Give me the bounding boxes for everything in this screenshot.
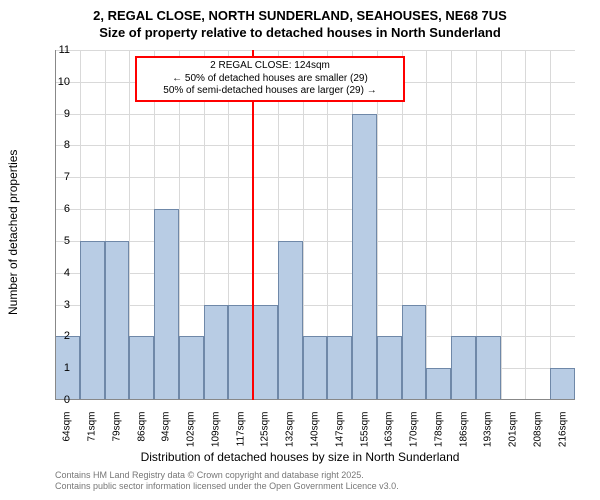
gridline-h — [55, 177, 575, 178]
histogram-bar — [253, 305, 278, 400]
histogram-bar — [476, 336, 501, 400]
x-tick-label: 186sqm — [458, 412, 469, 462]
gridline-v — [550, 50, 551, 400]
gridline-h — [55, 50, 575, 51]
y-tick-label: 2 — [40, 330, 70, 342]
x-tick-label: 94sqm — [161, 412, 172, 462]
histogram-bar — [204, 305, 229, 400]
y-tick-label: 8 — [40, 139, 70, 151]
histogram-bar — [105, 241, 130, 400]
x-tick-label: 178sqm — [433, 412, 444, 462]
marker-line — [252, 50, 254, 400]
x-tick-label: 170sqm — [409, 412, 420, 462]
gridline-v — [426, 50, 427, 400]
y-tick-label: 5 — [40, 235, 70, 247]
histogram-bar — [402, 305, 427, 400]
y-tick-label: 3 — [40, 299, 70, 311]
gridline-v — [501, 50, 502, 400]
x-tick-label: 117sqm — [235, 412, 246, 462]
y-tick-label: 9 — [40, 108, 70, 120]
histogram-plot: 2 REGAL CLOSE: 124sqm← 50% of detached h… — [55, 50, 575, 400]
y-tick-label: 1 — [40, 362, 70, 374]
histogram-bar — [303, 336, 328, 400]
histogram-bar — [426, 368, 451, 400]
gridline-h — [55, 305, 575, 306]
histogram-bar — [129, 336, 154, 400]
histogram-bar — [377, 336, 402, 400]
x-tick-label: 208sqm — [532, 412, 543, 462]
histogram-bar — [451, 336, 476, 400]
gridline-h — [55, 241, 575, 242]
y-tick-label: 11 — [40, 44, 70, 56]
x-tick-label: 201sqm — [508, 412, 519, 462]
x-tick-label: 193sqm — [483, 412, 494, 462]
x-tick-label: 86sqm — [136, 412, 147, 462]
annotation-smaller: ← 50% of detached houses are smaller (29… — [143, 73, 397, 86]
annotation-larger: 50% of semi-detached houses are larger (… — [143, 85, 397, 98]
x-tick-label: 64sqm — [62, 412, 73, 462]
x-tick-label: 102sqm — [186, 412, 197, 462]
x-tick-label: 216sqm — [557, 412, 568, 462]
y-tick-label: 6 — [40, 203, 70, 215]
histogram-bar — [179, 336, 204, 400]
footer-licence: Contains public sector information licen… — [55, 481, 399, 492]
y-tick-label: 10 — [40, 76, 70, 88]
gridline-h — [55, 273, 575, 274]
histogram-bar — [278, 241, 303, 400]
histogram-bar — [154, 209, 179, 400]
x-tick-label: 79sqm — [111, 412, 122, 462]
x-tick-label: 109sqm — [210, 412, 221, 462]
gridline-h — [55, 145, 575, 146]
histogram-bar — [550, 368, 575, 400]
gridline-h — [55, 209, 575, 210]
y-tick-label: 7 — [40, 171, 70, 183]
x-tick-label: 71sqm — [87, 412, 98, 462]
page-title-line2: Size of property relative to detached ho… — [0, 25, 600, 42]
x-tick-label: 125sqm — [260, 412, 271, 462]
histogram-bar — [228, 305, 253, 400]
y-tick-label: 4 — [40, 267, 70, 279]
histogram-bar — [352, 114, 377, 400]
y-axis-line — [55, 50, 56, 400]
x-axis-line — [55, 399, 575, 400]
x-tick-label: 140sqm — [310, 412, 321, 462]
page-title-line1: 2, REGAL CLOSE, NORTH SUNDERLAND, SEAHOU… — [0, 8, 600, 25]
annotation-box: 2 REGAL CLOSE: 124sqm← 50% of detached h… — [135, 56, 405, 102]
histogram-bar — [80, 241, 105, 400]
y-tick-label: 0 — [40, 394, 70, 406]
footer-copyright: Contains HM Land Registry data © Crown c… — [55, 470, 399, 481]
gridline-v — [525, 50, 526, 400]
x-tick-label: 147sqm — [334, 412, 345, 462]
gridline-h — [55, 114, 575, 115]
x-tick-label: 155sqm — [359, 412, 370, 462]
y-axis-label: Number of detached properties — [6, 150, 20, 315]
annotation-title: 2 REGAL CLOSE: 124sqm — [143, 60, 397, 73]
histogram-bar — [327, 336, 352, 400]
x-tick-label: 132sqm — [285, 412, 296, 462]
x-tick-label: 163sqm — [384, 412, 395, 462]
